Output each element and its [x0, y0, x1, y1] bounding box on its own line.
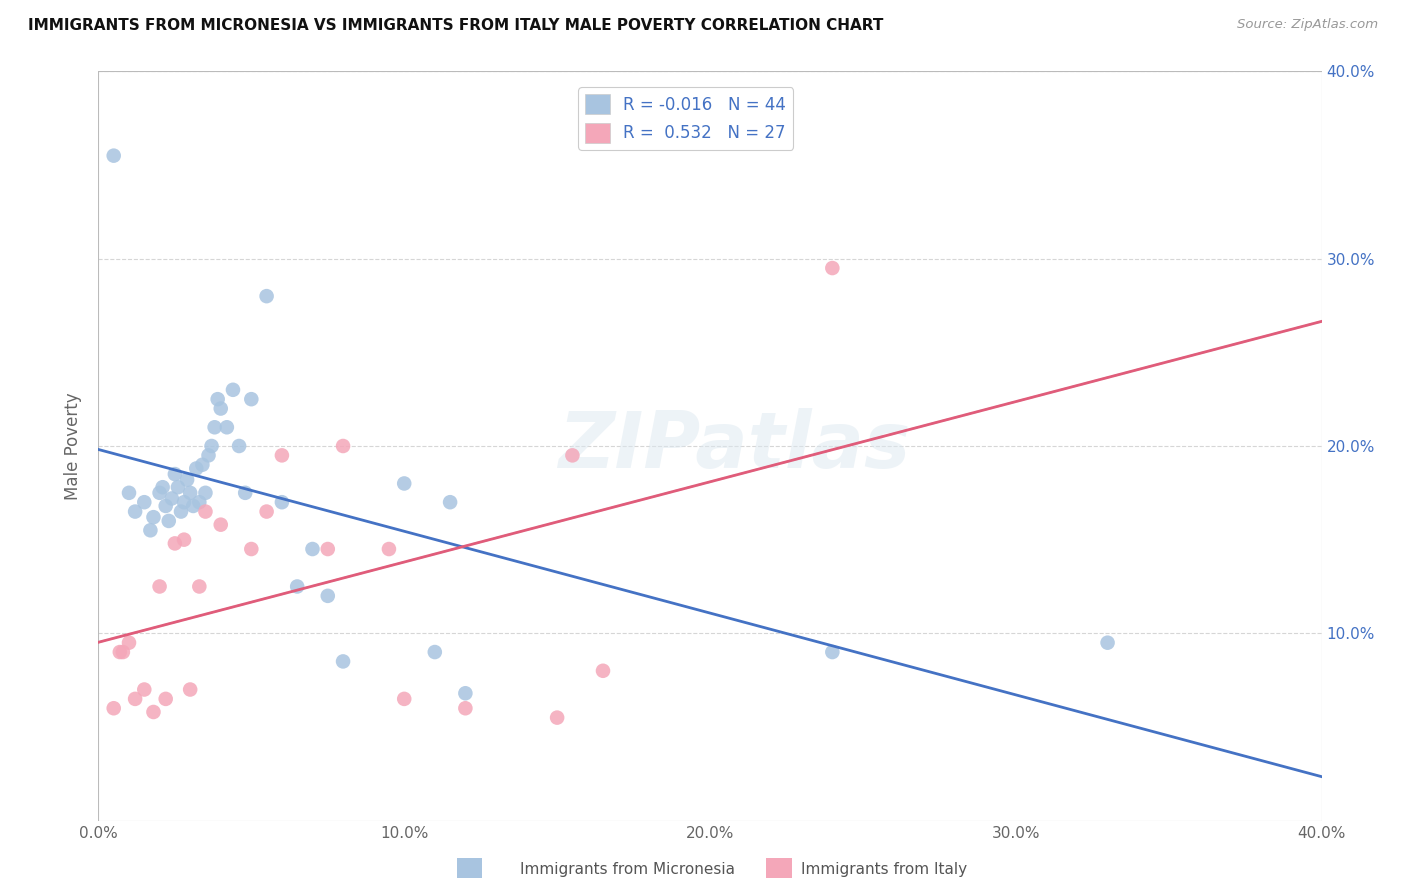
- Point: [163, 467, 186, 482]
- Point: [139, 524, 162, 538]
- Point: [188, 580, 211, 594]
- Point: [228, 439, 250, 453]
- Point: [240, 542, 263, 557]
- Point: [316, 542, 339, 557]
- Point: [103, 701, 125, 715]
- Point: [378, 542, 401, 557]
- Point: [194, 505, 217, 519]
- Point: [821, 261, 844, 276]
- Point: [176, 473, 198, 487]
- Point: [592, 664, 614, 678]
- Point: [179, 486, 201, 500]
- Point: [173, 495, 195, 509]
- Point: [240, 392, 263, 407]
- Point: [454, 686, 477, 700]
- Point: [561, 449, 583, 463]
- Point: [155, 692, 177, 706]
- Point: [186, 461, 208, 475]
- Point: [197, 449, 219, 463]
- Point: [142, 510, 165, 524]
- Point: [301, 542, 323, 557]
- Point: [188, 495, 211, 509]
- Point: [155, 499, 177, 513]
- Point: [270, 449, 292, 463]
- Point: [124, 692, 146, 706]
- Point: [256, 289, 278, 303]
- Point: [316, 589, 339, 603]
- Point: [332, 655, 354, 669]
- Legend: R = -0.016   N = 44, R =  0.532   N = 27: R = -0.016 N = 44, R = 0.532 N = 27: [578, 87, 793, 150]
- Point: [204, 420, 226, 434]
- Point: [332, 439, 354, 453]
- Point: [157, 514, 180, 528]
- Text: Immigrants from Italy: Immigrants from Italy: [801, 863, 967, 877]
- Point: [392, 692, 416, 706]
- Point: [167, 480, 190, 494]
- Point: [439, 495, 461, 509]
- Point: [233, 486, 256, 500]
- Point: [285, 580, 308, 594]
- Point: [149, 580, 172, 594]
- Point: [118, 635, 141, 649]
- Point: [152, 480, 174, 494]
- Point: [134, 495, 156, 509]
- Text: Immigrants from Micronesia: Immigrants from Micronesia: [520, 863, 735, 877]
- Point: [423, 645, 446, 659]
- Point: [215, 420, 238, 434]
- Point: [191, 458, 214, 472]
- Text: Source: ZipAtlas.com: Source: ZipAtlas.com: [1237, 18, 1378, 31]
- Point: [200, 439, 222, 453]
- Point: [194, 486, 217, 500]
- Point: [392, 476, 416, 491]
- Point: [1097, 635, 1119, 649]
- Point: [454, 701, 477, 715]
- Point: [207, 392, 229, 407]
- Point: [256, 505, 278, 519]
- Point: [209, 401, 232, 416]
- Point: [163, 536, 186, 550]
- Point: [134, 682, 156, 697]
- Point: [124, 505, 146, 519]
- Point: [270, 495, 292, 509]
- Point: [173, 533, 195, 547]
- Point: [142, 705, 165, 719]
- Y-axis label: Male Poverty: Male Poverty: [65, 392, 83, 500]
- Point: [179, 682, 201, 697]
- Point: [118, 486, 141, 500]
- Point: [103, 149, 125, 163]
- Point: [209, 517, 232, 532]
- Point: [170, 505, 193, 519]
- Point: [108, 645, 131, 659]
- Point: [149, 486, 172, 500]
- Point: [222, 383, 245, 397]
- Text: ZIPatlas: ZIPatlas: [558, 408, 911, 484]
- Point: [546, 710, 568, 724]
- Point: [111, 645, 134, 659]
- Text: IMMIGRANTS FROM MICRONESIA VS IMMIGRANTS FROM ITALY MALE POVERTY CORRELATION CHA: IMMIGRANTS FROM MICRONESIA VS IMMIGRANTS…: [28, 18, 883, 33]
- Point: [821, 645, 844, 659]
- Point: [181, 499, 204, 513]
- Point: [160, 491, 183, 506]
